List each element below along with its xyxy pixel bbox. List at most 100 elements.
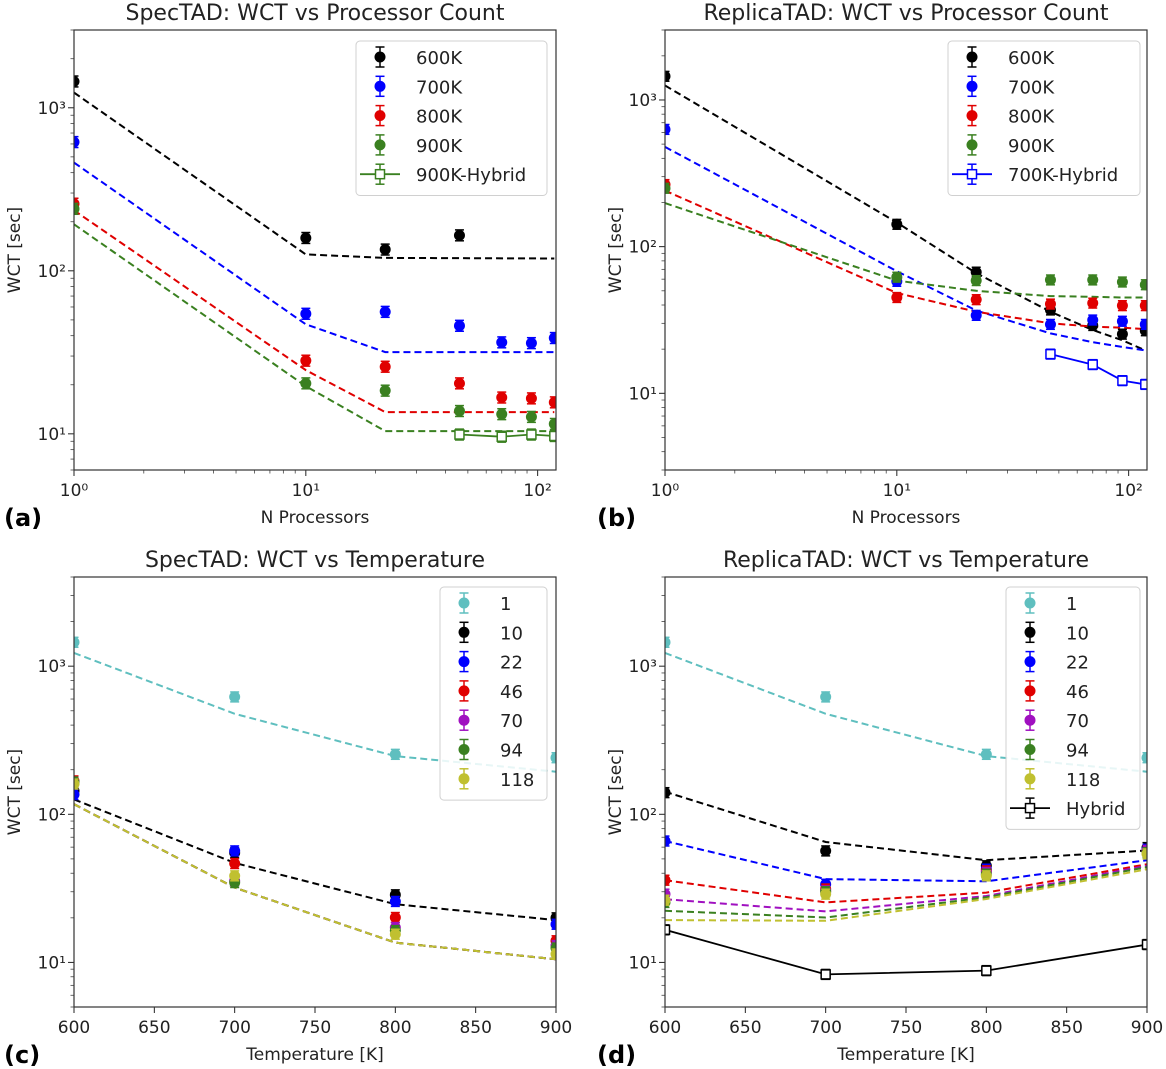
legend-marker (966, 110, 978, 122)
panel-label: (c) (4, 1041, 40, 1069)
legend-label: 46 (1066, 682, 1089, 703)
x-tick-label: 850 (459, 1018, 491, 1038)
legend-entry-900K: 900K (374, 134, 463, 157)
data-point (665, 70, 671, 82)
y-tick-label: 10³ (38, 99, 66, 119)
legend-entry-10: 10 (1024, 621, 1089, 644)
data-point (379, 361, 391, 373)
series-94 (74, 776, 556, 954)
series-700K (74, 135, 556, 350)
data-point (74, 778, 80, 790)
legend-entry-800K: 800K (374, 104, 463, 128)
legend-marker (1024, 773, 1036, 785)
legend-label: 22 (500, 653, 523, 674)
x-tick-label: 900 (1131, 1018, 1163, 1038)
data-point (389, 928, 401, 940)
data-point (970, 266, 982, 278)
data-point (453, 229, 465, 241)
x-tick-label: 850 (1050, 1018, 1082, 1038)
axes-frame (73, 576, 557, 1008)
data-point (550, 948, 556, 960)
series-600K (74, 75, 465, 256)
data-point (1141, 848, 1147, 860)
legend-marker (1024, 597, 1036, 609)
legend-entry-46: 46 (1024, 680, 1089, 703)
data-point (1139, 318, 1147, 330)
legend-marker (374, 139, 386, 151)
data-point (665, 894, 671, 906)
y-tick-label: 10¹ (38, 953, 66, 973)
legend-label: 46 (500, 682, 523, 703)
panel-c: SpecTAD: WCT vs Temperature Temperature [… (4, 548, 572, 1069)
legend-marker (1024, 802, 1036, 814)
data-point (665, 787, 671, 799)
fit-line-10 (74, 798, 556, 922)
fit-line-10 (665, 790, 1147, 862)
chart-title: SpecTAD: WCT vs Processor Count (126, 1, 505, 26)
data-point (525, 411, 537, 423)
legend-marker (966, 139, 978, 151)
legend-entry-700K: 700K (374, 75, 463, 98)
data-point (379, 244, 391, 256)
legend-label: 600K (416, 48, 463, 69)
legend-marker (458, 626, 470, 638)
data-point (665, 636, 671, 648)
legend: 600K 700K 800K 900K 900K-Hybrid (355, 40, 548, 196)
legend-label: 70 (500, 711, 523, 732)
legend-entry-800K: 800K (966, 104, 1055, 128)
series-line (1050, 353, 1146, 386)
series-line (665, 928, 1147, 976)
legend-marker (1024, 656, 1036, 668)
data-point (980, 748, 992, 760)
series-Hybrid (665, 924, 1147, 981)
fit-line-700K (665, 146, 1146, 352)
data-point (526, 429, 537, 440)
series-900K (665, 182, 1147, 291)
data-point (300, 232, 312, 244)
data-point (1117, 375, 1128, 386)
series-70 (665, 844, 1147, 900)
x-tick-label: 600 (58, 1018, 90, 1038)
data-point (74, 75, 80, 87)
legend-label: 900K-Hybrid (416, 165, 526, 186)
data-point (665, 182, 671, 194)
legend-box (355, 40, 548, 196)
legend-marker (1024, 685, 1036, 697)
data-point (891, 218, 903, 230)
x-tick-label: 650 (138, 1018, 170, 1038)
fit-line-94 (665, 866, 1147, 919)
legend-entry-22: 22 (1024, 650, 1089, 674)
legend-marker (458, 773, 470, 785)
data-point (379, 385, 391, 397)
legend-marker (458, 744, 470, 755)
data-point (548, 396, 556, 408)
data-point (891, 292, 903, 304)
data-point (229, 691, 241, 703)
x-tick-label: 700 (809, 1018, 841, 1038)
data-point (525, 337, 537, 349)
data-point (1116, 328, 1128, 340)
data-point (1141, 939, 1147, 950)
legend-label: 22 (1066, 653, 1089, 674)
data-point (1140, 379, 1147, 390)
legend-entry-1: 1 (1024, 592, 1077, 615)
data-point (496, 408, 508, 420)
legend: 600K 700K 800K 900K 700K-Hybrid (947, 40, 1141, 196)
x-tick-label: 10⁰ (60, 481, 89, 501)
legend-entry-900K: 900K (966, 134, 1055, 157)
series-900K-Hybrid (454, 428, 556, 443)
x-tick-label: 750 (890, 1018, 922, 1038)
series-22 (74, 788, 556, 930)
legend-marker (374, 168, 386, 180)
fit-line-118 (74, 803, 556, 961)
y-tick-label: 10² (629, 805, 657, 825)
legend-entry-700K: 700K (966, 75, 1055, 98)
legend: 1 10 22 46 70 94 118 (439, 586, 548, 801)
data-point (1087, 297, 1099, 309)
plot-area (665, 636, 1147, 981)
legend-marker (1024, 714, 1036, 726)
data-point (300, 308, 312, 320)
axes-frame (664, 576, 1148, 1008)
legend-label: 118 (500, 770, 534, 791)
data-point (229, 870, 241, 882)
